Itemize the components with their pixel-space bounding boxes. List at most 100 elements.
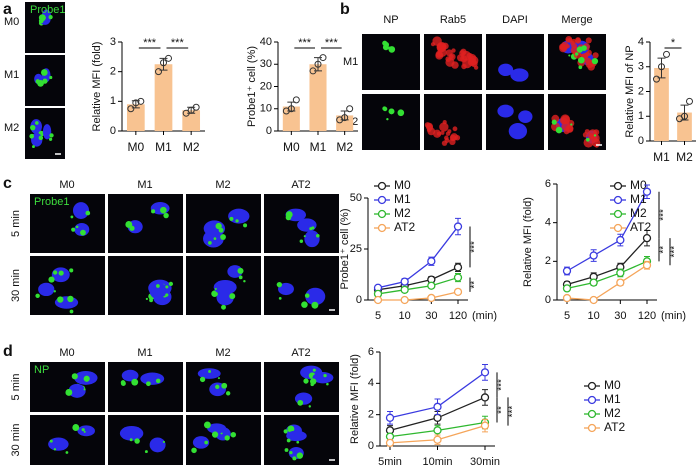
green-signal xyxy=(215,222,222,230)
legend-label: M0 xyxy=(604,378,621,392)
x-tick-label: M0 xyxy=(127,140,144,154)
green-signal xyxy=(81,428,85,432)
green-signal xyxy=(570,123,573,126)
green-signal xyxy=(203,421,211,429)
x-tick-label: 10 xyxy=(588,310,600,322)
significance-label: *** xyxy=(143,37,157,49)
green-signal xyxy=(276,281,283,288)
column-header: Merge xyxy=(561,14,592,26)
row-label: M1 xyxy=(343,56,358,68)
green-signal xyxy=(160,206,167,214)
y-tick-label: 1 xyxy=(638,110,644,122)
red-signal xyxy=(447,129,452,134)
red-signal xyxy=(588,132,595,140)
y-tick-label: 0 xyxy=(266,125,272,137)
green-signal xyxy=(211,431,219,438)
row-label: 30 min xyxy=(10,269,22,302)
y-tick-label: 4 xyxy=(545,217,551,229)
green-signal xyxy=(75,225,79,229)
nucleus xyxy=(304,230,320,248)
panel-label: a xyxy=(3,1,12,18)
significance-label: ** xyxy=(659,246,670,254)
red-signal xyxy=(473,65,479,70)
data-point xyxy=(589,251,598,260)
image xyxy=(362,34,420,90)
green-signal xyxy=(388,46,392,51)
legend-marker xyxy=(587,395,597,405)
panel-label: c xyxy=(3,175,12,192)
row-label: 5 min xyxy=(10,210,22,237)
y-tick-label: 4 xyxy=(638,36,644,48)
error-bar xyxy=(314,57,322,72)
nucleus xyxy=(119,425,144,441)
data-point xyxy=(616,268,625,278)
green-signal xyxy=(555,126,563,134)
green-signal xyxy=(57,296,64,303)
green-signal xyxy=(397,109,405,117)
red-signal xyxy=(435,51,444,60)
red-signal xyxy=(592,52,599,59)
data-point xyxy=(663,50,670,58)
red-signal xyxy=(441,44,447,49)
red-signal xyxy=(451,48,456,53)
significance-label: * xyxy=(671,37,676,49)
green-signal xyxy=(585,137,590,142)
nucleus xyxy=(278,282,294,296)
red-signal xyxy=(561,115,570,125)
red-signal xyxy=(454,134,461,141)
green-signal xyxy=(65,389,73,396)
green-signal xyxy=(308,405,311,408)
green-signal xyxy=(286,438,291,443)
green-signal xyxy=(326,382,329,386)
green-signal xyxy=(129,438,133,442)
nucleus xyxy=(140,372,165,385)
data-point xyxy=(427,257,436,266)
y-tick-label: 2 xyxy=(110,66,116,78)
bar xyxy=(126,104,145,131)
red-signal xyxy=(426,123,434,131)
significance-label: *** xyxy=(659,209,670,221)
green-signal xyxy=(283,429,288,434)
green-signal xyxy=(287,425,295,433)
y-tick-label: 40 xyxy=(260,36,272,48)
data-point xyxy=(453,222,463,231)
green-signal xyxy=(162,440,165,444)
data-point xyxy=(427,293,436,303)
significance-label: ** xyxy=(497,406,508,414)
data-point xyxy=(589,278,598,287)
column-header: M0 xyxy=(59,347,74,359)
green-signal xyxy=(71,373,78,380)
data-point xyxy=(182,109,190,117)
green-signal xyxy=(229,216,234,221)
green-signal xyxy=(204,440,209,445)
green-signal xyxy=(220,234,226,240)
green-signal xyxy=(285,214,292,221)
legend-marker xyxy=(587,381,597,391)
red-signal xyxy=(456,54,465,62)
x-unit: (min) xyxy=(661,310,686,322)
nucleus xyxy=(192,436,210,449)
y-tick-label: 2 xyxy=(638,85,644,97)
data-point xyxy=(480,393,490,402)
red-signal xyxy=(452,126,458,132)
y-tick-label: 50 xyxy=(350,192,362,204)
green-signal xyxy=(217,377,220,380)
green-signal xyxy=(163,212,169,219)
green-signal xyxy=(67,295,74,303)
data-point xyxy=(642,261,652,270)
green-signal xyxy=(52,270,58,275)
green-signal xyxy=(48,276,55,283)
green-signal xyxy=(58,270,64,276)
legend-marker xyxy=(587,409,597,419)
green-signal xyxy=(69,268,74,273)
y-tick-label: 25 xyxy=(350,243,362,255)
green-signal xyxy=(239,268,242,272)
green-signal xyxy=(144,450,148,454)
x-tick-label: 10min xyxy=(423,456,453,466)
y-tick-label: 0 xyxy=(356,294,362,306)
column-header: M0 xyxy=(59,179,74,191)
significance-label: *** xyxy=(325,37,339,49)
data-point xyxy=(400,295,409,305)
red-signal xyxy=(468,55,479,66)
legend-label: AT2 xyxy=(394,220,415,234)
